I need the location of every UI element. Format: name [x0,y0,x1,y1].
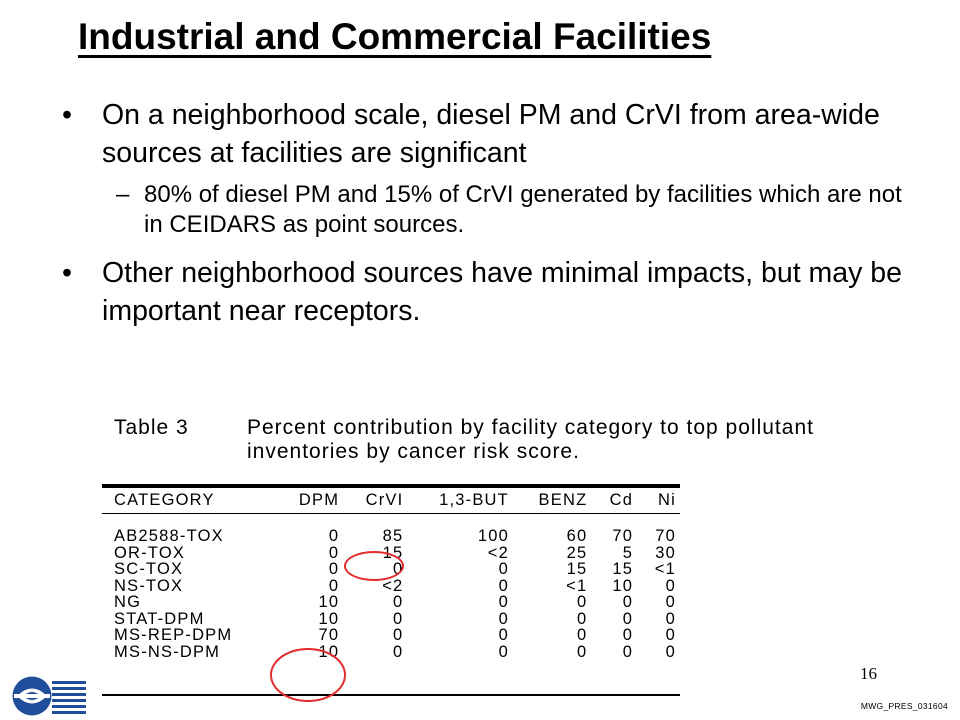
bullet-text: On a neighborhood scale, diesel PM and C… [102,99,880,169]
crvi-highlight-circle [344,551,404,581]
table-cell: STAT-DPM [114,609,205,628]
table-cell: 15 [566,560,588,578]
bullet-item: • On a neighborhood scale, diesel PM and… [62,96,922,172]
table-cell: 30 [655,543,676,562]
sub-bullet-item: – 80% of diesel PM and 15% of CrVI gener… [62,180,922,240]
slide-title: Industrial and Commercial Facilities [78,16,712,57]
table-header-rule [102,513,680,514]
table-cell: 0 [498,626,509,644]
column-header: Ni [658,490,676,509]
column-header: DPM [298,490,340,509]
table-cell: <1 [566,576,588,595]
table-cell: 70 [612,527,634,545]
data-table: CATEGORY DPM CrVI 1,3-BUT BENZ Cd Ni AB2… [102,488,682,660]
table-row: SC-TOX 0 0 0 15 15 <1 [102,561,682,578]
sub-bullet-text: 80% of diesel PM and 15% of CrVI generat… [144,181,902,238]
table-cell: 10 [612,576,634,595]
table-cell: 5 [622,543,634,562]
table-label: Table 3 [114,416,189,439]
table-top-rule [102,484,680,488]
table-cell: 25 [566,543,588,562]
bullet-list: • On a neighborhood scale, diesel PM and… [62,96,922,330]
table-cell: 60 [566,527,588,545]
table-cell: 0 [393,593,404,611]
table-cell: 0 [498,609,509,628]
table-row: STAT-DPM 10 0 0 0 0 0 [102,609,682,628]
table-cell: NG [114,593,142,611]
table-cell: 0 [665,626,676,644]
table-cell: 0 [665,593,676,611]
column-header: CrVI [365,490,404,509]
table-cell: 0 [576,593,588,611]
table-cell: 0 [576,642,588,661]
table-cell: 0 [665,609,676,628]
bullet-text: Other neighborhood sources have minimal … [102,257,902,327]
table-row: AB2588-TOX 0 85 100 60 70 70 [102,528,682,545]
table-cell: 15 [612,560,634,578]
table-cell: 10 [318,593,340,611]
table-row: MS-REP-DPM 70 0 0 0 0 0 [102,627,682,644]
table-bottom-rule [102,694,680,696]
table-cell: 0 [665,576,676,595]
table-cell: MS-REP-DPM [114,626,233,644]
table-cell: 10 [318,609,340,628]
footer-code: MWG_PRES_031604 [860,701,948,711]
table-cell: OR-TOX [114,543,186,562]
column-header: BENZ [538,490,588,509]
table-header-row: CATEGORY DPM CrVI 1,3-BUT BENZ Cd Ni [102,488,682,512]
table-cell: 85 [382,527,404,545]
agency-logo [12,676,86,716]
table-cell: 0 [328,560,340,578]
bullet-item: • Other neighborhood sources have minima… [62,254,922,330]
table-cell: 0 [622,593,634,611]
table-cell: 0 [393,609,404,628]
bullet-icon: • [62,257,72,289]
table-cell: <2 [382,576,404,595]
table-cell: 0 [622,642,634,661]
table-cell: 0 [498,560,509,578]
table-cell: 0 [328,543,340,562]
table-cell: 100 [477,527,509,545]
table-cell: <1 [654,560,676,578]
table-cell: 0 [498,593,509,611]
table-cell: 0 [393,642,404,661]
table-cell: AB2588-TOX [114,527,224,545]
page-number: 16 [860,664,877,683]
table-cell: 0 [498,642,509,661]
table-cell: SC-TOX [114,560,184,578]
table-row: MS-NS-DPM 10 0 0 0 0 0 [102,642,682,661]
table-cell: 0 [498,576,509,595]
table-cell: <2 [487,543,509,562]
table-row: NS-TOX 0 <2 0 <1 10 0 [102,576,682,595]
table-cell: 0 [622,626,634,644]
column-header: CATEGORY [114,490,215,509]
table-cell: 70 [318,626,340,644]
table-row: NG 10 0 0 0 0 0 [102,594,682,611]
table-cell: 0 [622,609,634,628]
dash-icon: – [116,181,130,208]
table-cell: 0 [665,642,676,661]
table-cell: 70 [655,527,676,545]
column-header: 1,3-BUT [439,490,509,509]
bullet-icon: • [62,99,72,131]
table-cell: 0 [328,527,340,545]
table-caption: Percent contribution by facility categor… [247,416,814,463]
table-cell: MS-NS-DPM [114,642,221,661]
table-cell: 0 [576,609,588,628]
table-cell: 0 [393,626,404,644]
dpm-highlight-circle [270,648,346,702]
table-cell: 0 [576,626,588,644]
table-cell: NS-TOX [114,576,184,595]
table-cell: 0 [328,576,340,595]
column-header: Cd [609,490,634,509]
